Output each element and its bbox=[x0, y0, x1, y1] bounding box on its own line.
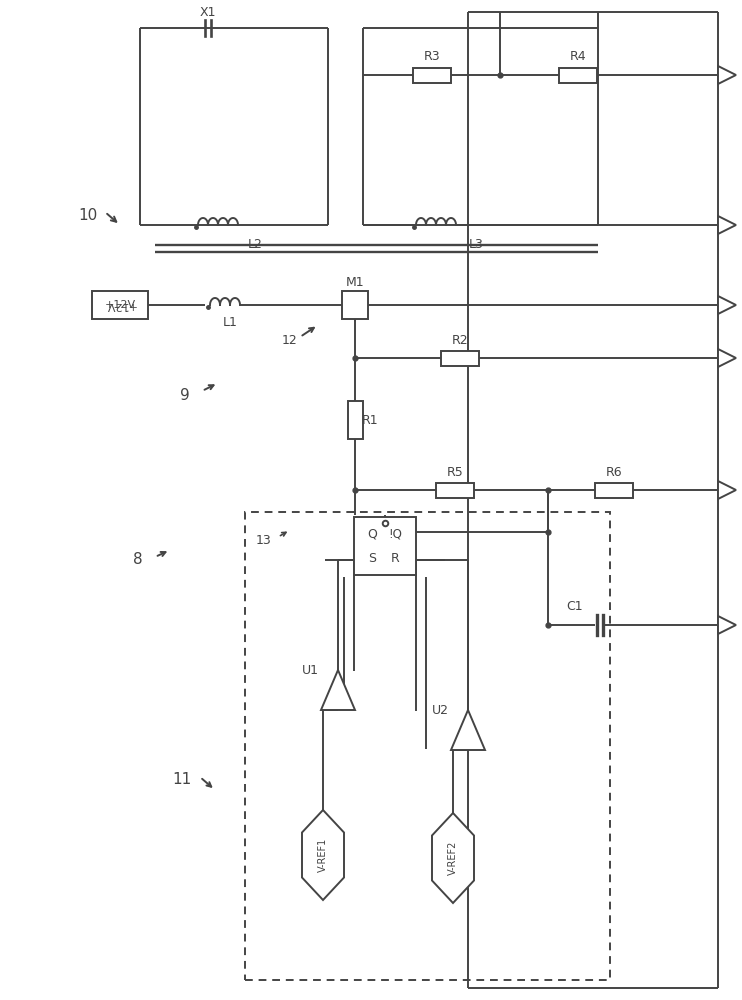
Text: X1: X1 bbox=[200, 6, 216, 19]
Text: S: S bbox=[368, 552, 376, 564]
Polygon shape bbox=[718, 296, 736, 314]
Text: R4: R4 bbox=[570, 50, 586, 64]
Bar bbox=[441, 351, 479, 365]
Text: Q: Q bbox=[367, 528, 377, 540]
Polygon shape bbox=[718, 481, 736, 499]
Text: +12V: +12V bbox=[105, 300, 136, 310]
Text: R3: R3 bbox=[424, 50, 440, 64]
Text: L1: L1 bbox=[223, 316, 237, 330]
Text: M1: M1 bbox=[346, 276, 364, 290]
Text: U1: U1 bbox=[301, 664, 318, 676]
Polygon shape bbox=[321, 670, 355, 710]
Polygon shape bbox=[718, 616, 736, 634]
Text: R1: R1 bbox=[361, 414, 378, 426]
Polygon shape bbox=[451, 710, 485, 750]
Text: 11: 11 bbox=[172, 772, 191, 788]
Bar bbox=[559, 68, 597, 83]
Text: !Q: !Q bbox=[388, 528, 402, 540]
Text: 9: 9 bbox=[180, 387, 190, 402]
Text: R: R bbox=[390, 552, 399, 564]
Text: L3: L3 bbox=[468, 238, 484, 251]
Text: V-REF1: V-REF1 bbox=[318, 838, 328, 872]
Text: 8: 8 bbox=[133, 552, 142, 568]
Text: V-REF2: V-REF2 bbox=[448, 841, 458, 875]
Text: 10: 10 bbox=[79, 208, 98, 223]
Bar bbox=[342, 291, 368, 319]
Polygon shape bbox=[718, 66, 736, 84]
Bar bbox=[413, 68, 451, 83]
Text: L2: L2 bbox=[248, 238, 263, 251]
Polygon shape bbox=[718, 216, 736, 234]
Polygon shape bbox=[302, 810, 344, 900]
Bar bbox=[92, 291, 148, 319]
Text: R6: R6 bbox=[605, 466, 623, 479]
Bar bbox=[595, 483, 633, 497]
Text: U2: U2 bbox=[432, 704, 448, 716]
Text: R2: R2 bbox=[452, 334, 468, 347]
Bar bbox=[347, 401, 363, 439]
Text: R5: R5 bbox=[447, 466, 463, 479]
Bar bbox=[245, 512, 610, 980]
Polygon shape bbox=[432, 813, 474, 903]
Bar bbox=[354, 517, 416, 575]
Text: +12V: +12V bbox=[105, 300, 136, 310]
Text: 12: 12 bbox=[282, 334, 298, 347]
Text: C1: C1 bbox=[567, 600, 583, 613]
Text: 13: 13 bbox=[256, 534, 272, 546]
Bar bbox=[436, 483, 474, 497]
Polygon shape bbox=[718, 349, 736, 367]
